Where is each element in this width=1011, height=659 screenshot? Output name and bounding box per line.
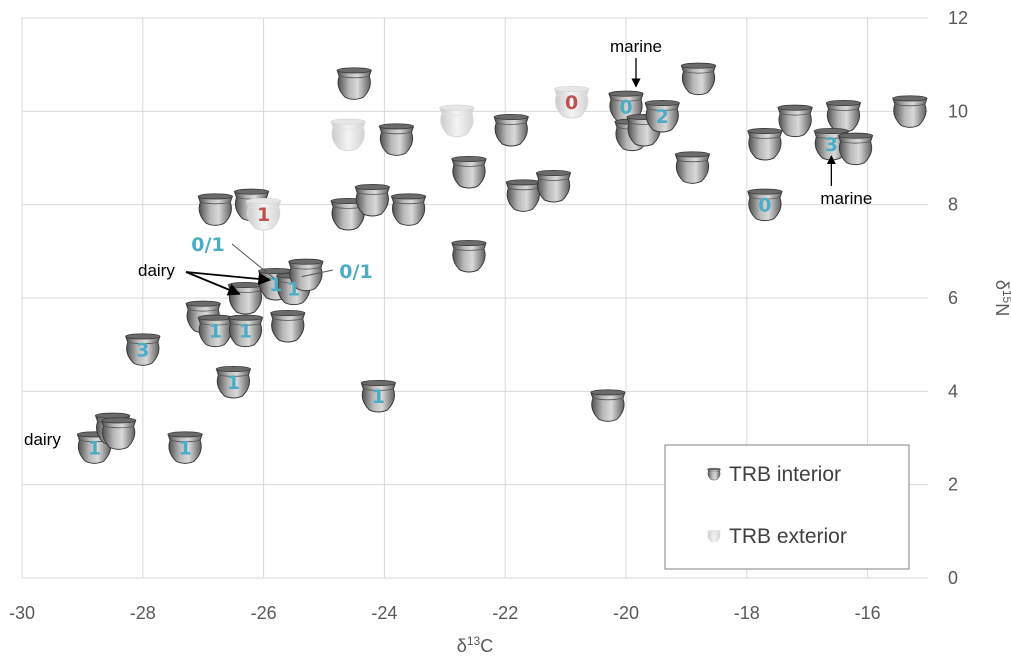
pot-interior-marker bbox=[197, 193, 233, 226]
pot-interior-marker bbox=[125, 333, 161, 366]
axis-titles: δ13C δ15N bbox=[457, 280, 1011, 656]
annotation-arrow bbox=[185, 271, 271, 286]
pot-exterior-marker bbox=[439, 104, 475, 138]
annotation-text: marine bbox=[820, 189, 872, 208]
count-label: 0/1 bbox=[191, 234, 224, 256]
y-axis-title: δ15N bbox=[992, 280, 1011, 316]
leader-line bbox=[301, 269, 334, 278]
pot-interior-marker bbox=[892, 95, 928, 128]
x-tick-label: -26 bbox=[251, 603, 277, 623]
x-tick-label: -22 bbox=[492, 603, 518, 623]
y-tick-label: 6 bbox=[948, 288, 958, 308]
count-label: 1 bbox=[209, 321, 222, 343]
count-label: 1 bbox=[227, 372, 240, 394]
x-tick-label: -20 bbox=[613, 603, 639, 623]
pot-interior-marker bbox=[837, 132, 874, 166]
pot-interior-marker bbox=[215, 365, 252, 399]
data-markers bbox=[76, 62, 928, 464]
pot-interior-marker bbox=[590, 389, 626, 422]
y-tick-label: 12 bbox=[948, 8, 968, 28]
annotation-text: marine bbox=[610, 37, 662, 56]
x-tick-labels: -30 -28 -26 -24 -22 -20 -18 -16 bbox=[9, 603, 881, 623]
pot-interior-marker bbox=[451, 155, 487, 189]
count-label: 1 bbox=[88, 437, 101, 459]
x-axis-title: δ13C bbox=[457, 634, 493, 656]
count-label: 1 bbox=[178, 437, 191, 459]
pot-interior-marker bbox=[360, 379, 397, 413]
pot-interior-marker bbox=[451, 239, 487, 273]
count-label: 0/1 bbox=[339, 261, 372, 283]
legend: TRB interior TRB exterior bbox=[664, 444, 910, 570]
pot-interior-marker bbox=[227, 281, 264, 315]
pot-interior-marker bbox=[535, 169, 572, 203]
x-tick-label: -18 bbox=[734, 603, 760, 623]
pot-interior-marker bbox=[100, 417, 137, 450]
count-label: 0 bbox=[619, 97, 632, 119]
pot-interior-marker bbox=[167, 431, 203, 464]
pot-interior-marker bbox=[390, 193, 427, 226]
pot-interior-marker bbox=[270, 309, 306, 343]
legend-pot-exterior-icon bbox=[707, 529, 721, 543]
pot-interior-marker bbox=[644, 99, 680, 133]
legend-box bbox=[664, 444, 910, 570]
count-label: 2 bbox=[656, 106, 669, 128]
count-label: 1 bbox=[372, 386, 385, 408]
count-label: 1 bbox=[269, 274, 282, 296]
y-tick-label: 10 bbox=[948, 101, 968, 121]
count-label: 1 bbox=[287, 279, 300, 301]
count-label: 3 bbox=[825, 134, 838, 156]
legend-label: TRB exterior bbox=[729, 525, 847, 548]
pot-interior-marker bbox=[227, 314, 264, 348]
y-tick-label: 0 bbox=[948, 568, 958, 588]
y-tick-label: 4 bbox=[948, 381, 958, 401]
y-tick-label: 8 bbox=[948, 195, 958, 215]
count-label: 1 bbox=[239, 321, 252, 343]
pot-interior-marker bbox=[493, 113, 529, 147]
x-tick-label: -16 bbox=[855, 603, 881, 623]
pot-interior-marker bbox=[747, 188, 783, 222]
pot-exterior-marker bbox=[245, 197, 282, 231]
annotation-text: dairy bbox=[24, 430, 61, 449]
pot-interior-marker bbox=[354, 183, 391, 217]
annotation-text: dairy bbox=[138, 261, 175, 280]
count-label: 3 bbox=[136, 339, 149, 361]
pot-interior-marker bbox=[825, 99, 862, 133]
pot-interior-marker bbox=[777, 104, 813, 138]
annotation-arrow bbox=[185, 271, 241, 296]
y-tick-labels: 0 2 4 6 8 10 12 bbox=[948, 8, 968, 588]
legend-pot-interior-icon bbox=[707, 467, 721, 481]
legend-label: TRB interior bbox=[729, 463, 841, 486]
pot-interior-marker bbox=[674, 151, 711, 184]
x-tick-label: -30 bbox=[9, 603, 35, 623]
y-tick-label: 2 bbox=[948, 475, 958, 495]
pot-exterior-marker bbox=[330, 118, 366, 152]
count-label: 1 bbox=[257, 204, 270, 226]
pot-interior-marker bbox=[197, 314, 233, 348]
leader-line bbox=[231, 243, 274, 279]
x-tick-label: -24 bbox=[371, 603, 397, 623]
pot-interior-marker bbox=[505, 179, 542, 212]
pot-interior-marker bbox=[747, 127, 783, 161]
pot-interior-marker bbox=[680, 62, 717, 96]
pot-exterior-marker bbox=[553, 85, 590, 119]
count-label: 0 bbox=[758, 195, 771, 217]
count-label: 0 bbox=[565, 92, 578, 114]
pot-interior-marker bbox=[336, 67, 372, 100]
x-tick-label: -28 bbox=[130, 603, 156, 623]
annotations: marine marine dairy dairy 0/1 0/1 bbox=[24, 37, 872, 449]
pot-interior-marker bbox=[378, 123, 415, 156]
